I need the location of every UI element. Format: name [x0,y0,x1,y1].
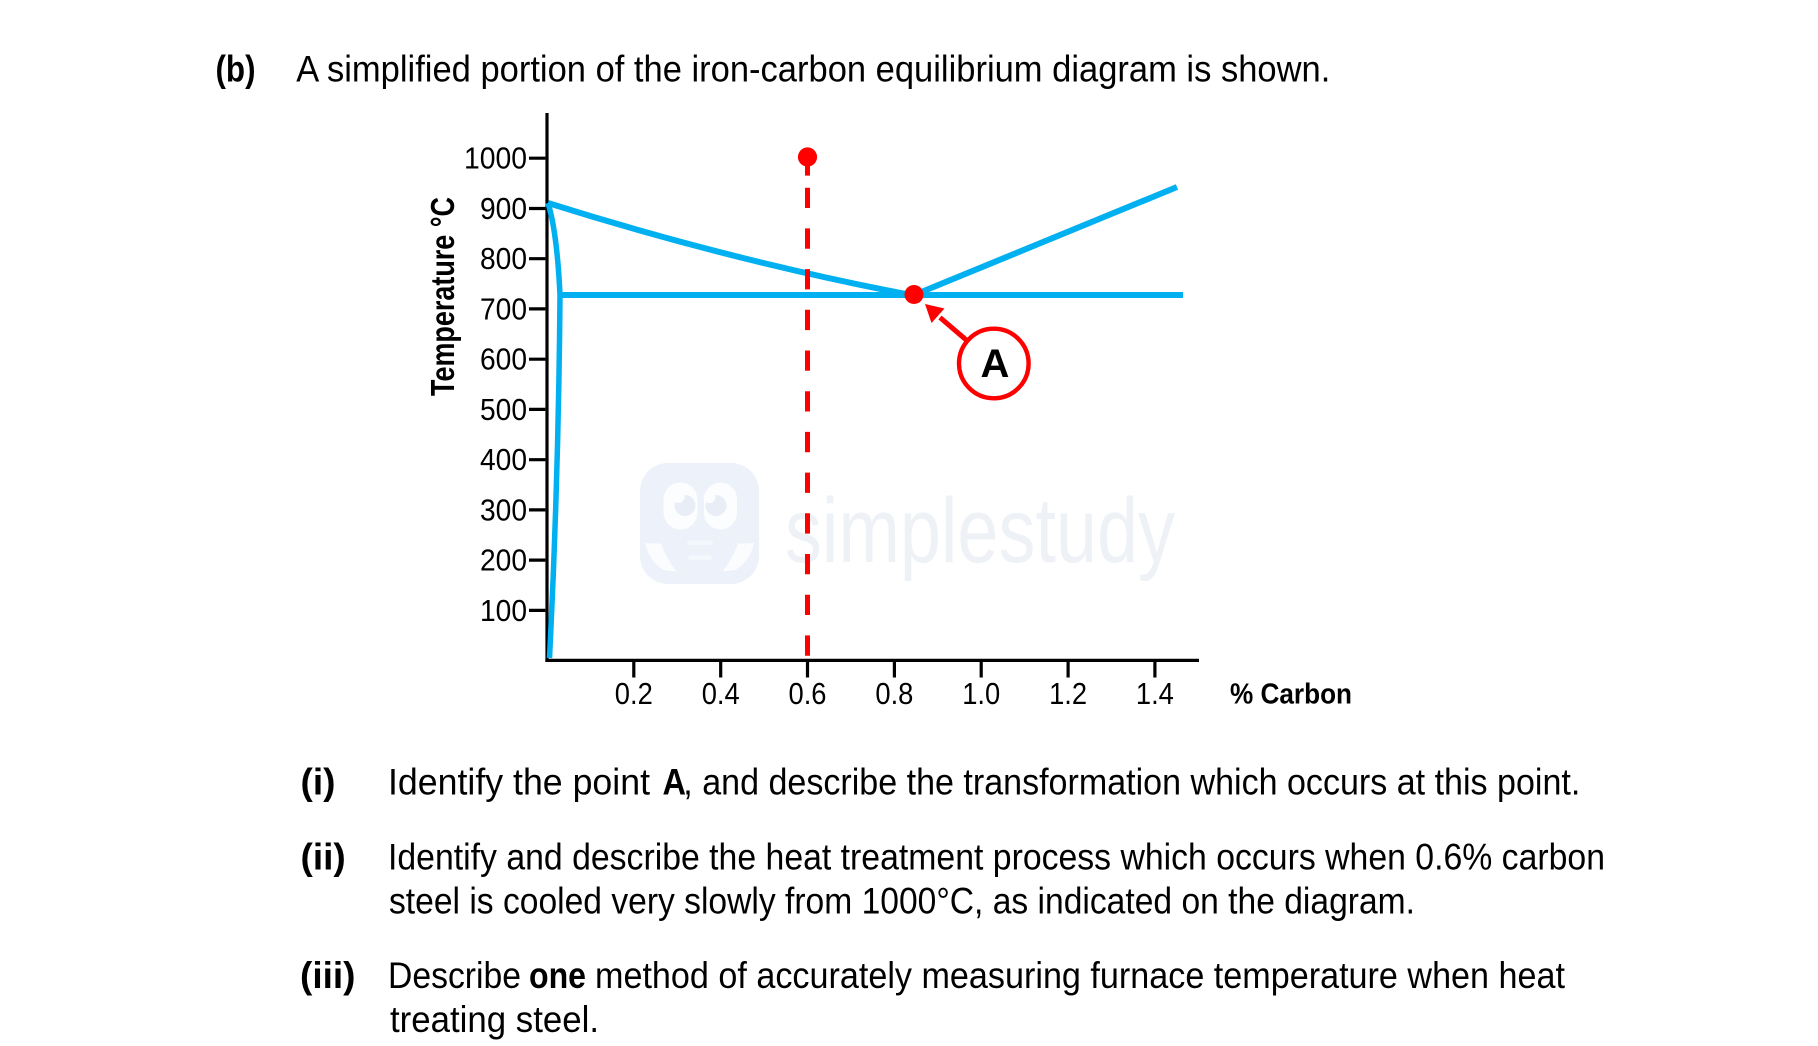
svg-text:treating steel.: treating steel. [390,999,599,1040]
svg-text:0.6: 0.6 [789,677,827,711]
svg-text:A: A [663,762,687,803]
svg-text:100: 100 [480,594,527,628]
svg-text:0.4: 0.4 [702,677,740,711]
svg-text:0.8: 0.8 [875,677,913,711]
svg-text:, and describe the transformat: , and describe the transformation which … [683,762,1580,803]
svg-text:Identify the point: Identify the point [388,762,651,803]
svg-text:(b): (b) [216,49,256,90]
svg-text:Identify and describe the heat: Identify and describe the heat treatment… [388,837,1605,878]
svg-text:400: 400 [480,443,527,477]
svg-text:steel is cooled very slowly fr: steel is cooled very slowly from 1000°C,… [389,881,1415,922]
svg-text:300: 300 [480,493,527,527]
svg-text:method of accurately measuring: method of accurately measuring furnace t… [595,955,1566,996]
svg-text:1.0: 1.0 [962,677,1000,711]
svg-text:1.4: 1.4 [1136,677,1174,711]
svg-text:A: A [981,342,1010,386]
svg-text:800: 800 [480,242,527,276]
svg-text:one: one [529,955,586,996]
svg-text:1.2: 1.2 [1049,677,1087,711]
svg-text:(i): (i) [301,762,336,803]
svg-text:% Carbon: % Carbon [1230,679,1352,711]
svg-text:Temperature °C: Temperature °C [424,197,461,396]
svg-text:0.2: 0.2 [615,677,653,711]
svg-text:500: 500 [480,393,527,427]
svg-text:Describe: Describe [388,955,521,996]
svg-text:900: 900 [480,192,527,226]
svg-text:(iii): (iii) [300,955,355,996]
svg-text:700: 700 [480,292,527,326]
svg-text:(ii): (ii) [301,837,346,878]
svg-text:600: 600 [480,343,527,377]
svg-text:200: 200 [480,544,527,578]
svg-text:simplestudy: simplestudy [785,480,1175,582]
svg-text:1000: 1000 [464,142,527,176]
svg-text:A simplified portion of the ir: A simplified portion of the iron-carbon … [296,49,1330,90]
